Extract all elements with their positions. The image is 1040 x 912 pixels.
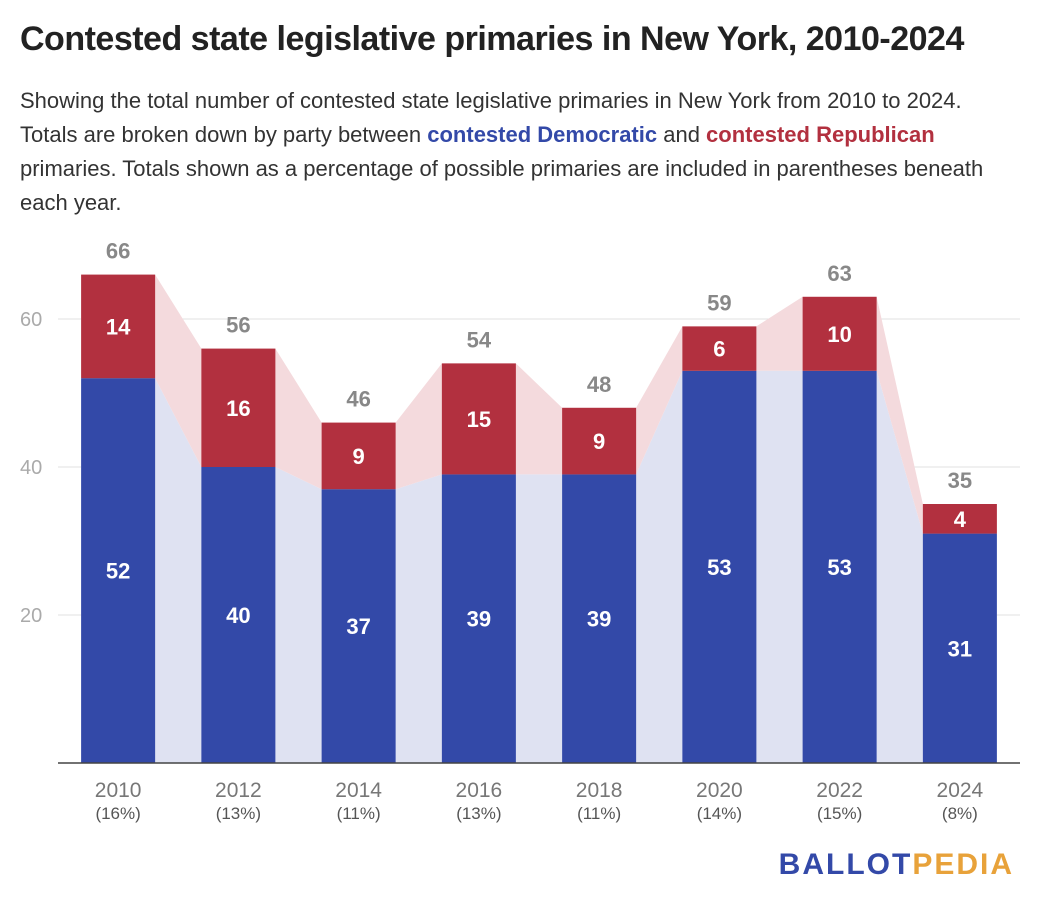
label-total: 35	[948, 468, 972, 493]
bar-democratic	[682, 370, 757, 763]
label-democratic: 52	[106, 559, 130, 584]
subtitle-text-2: primaries. Totals shown as a percentage …	[20, 156, 984, 215]
x-tick-sublabel: (8%)	[942, 804, 978, 823]
x-tick-sublabel: (11%)	[337, 804, 381, 823]
logo-pedia: PEDIA	[912, 848, 1014, 881]
chart-subtitle: Showing the total number of contested st…	[20, 84, 1020, 220]
label-total: 48	[587, 372, 611, 397]
bar-democratic	[922, 533, 997, 763]
x-tick-sublabel: (11%)	[577, 804, 621, 823]
x-tick-label: 2014	[335, 779, 382, 802]
x-tick-sublabel: (13%)	[216, 804, 261, 823]
bar-republican	[441, 363, 516, 475]
bar-republican	[802, 296, 877, 371]
label-republican: 14	[106, 314, 131, 339]
label-republican: 6	[713, 337, 725, 362]
label-republican: 9	[593, 429, 605, 454]
bar-democratic	[81, 378, 156, 763]
bar-republican	[81, 274, 156, 379]
ballotpedia-logo: BALLOTPEDIA	[779, 848, 1014, 882]
bar-republican	[321, 422, 396, 490]
democratic-area	[81, 370, 997, 763]
label-democratic: 37	[346, 614, 370, 639]
x-tick-sublabel: (15%)	[817, 804, 862, 823]
label-democratic: 53	[827, 555, 851, 580]
label-total: 63	[827, 261, 851, 286]
label-republican: 16	[226, 396, 250, 421]
label-republican: 10	[827, 322, 851, 347]
bar-democratic	[321, 489, 396, 763]
x-tick-label: 2016	[456, 779, 503, 802]
chart-title: Contested state legislative primaries in…	[20, 20, 964, 58]
x-tick-label: 2022	[816, 779, 863, 802]
label-democratic: 39	[467, 607, 491, 632]
logo-ballot: BALLOT	[778, 848, 913, 881]
label-total: 59	[707, 290, 731, 315]
label-republican: 15	[467, 407, 491, 432]
subtitle-text-and: and	[657, 122, 707, 147]
bar-democratic	[201, 467, 276, 763]
label-total: 46	[346, 387, 370, 412]
y-tick-label: 60	[20, 309, 42, 331]
label-total: 56	[226, 313, 250, 338]
x-tick-label: 2020	[696, 779, 743, 802]
label-republican: 4	[954, 507, 967, 532]
legend-democratic: contested Democratic	[427, 122, 658, 147]
republican-area	[81, 274, 997, 534]
bar-democratic	[441, 474, 516, 763]
label-total: 66	[106, 239, 130, 264]
x-tick-sublabel: (13%)	[456, 804, 501, 823]
stacked-bar-chart: 20 40 60 52 14 66 2010 (16%) 40 16 56 2012 (13%) 37 9 4…	[20, 239, 1020, 823]
bar-republican	[682, 326, 757, 371]
label-democratic: 53	[707, 555, 731, 580]
x-tick-sublabel: (14%)	[697, 804, 742, 823]
bar-republican	[922, 504, 997, 534]
label-total: 54	[467, 327, 492, 352]
x-tick-sublabel: (16%)	[95, 804, 140, 823]
y-tick-label: 40	[20, 457, 42, 479]
legend-republican: contested Republican	[706, 122, 935, 147]
x-tick-label: 2012	[215, 779, 262, 802]
bar-democratic	[802, 370, 877, 763]
label-democratic: 40	[226, 603, 250, 628]
label-democratic: 31	[948, 636, 972, 661]
bar-republican	[201, 348, 276, 467]
bar-democratic	[562, 474, 637, 763]
y-tick-label: 20	[20, 605, 42, 627]
label-democratic: 39	[587, 607, 611, 632]
label-republican: 9	[353, 444, 365, 469]
subtitle-text-1: Showing the total number of contested st…	[20, 88, 962, 147]
bar-republican	[562, 407, 637, 475]
x-tick-label: 2024	[937, 779, 984, 802]
x-tick-label: 2010	[95, 779, 142, 802]
x-tick-label: 2018	[576, 779, 623, 802]
